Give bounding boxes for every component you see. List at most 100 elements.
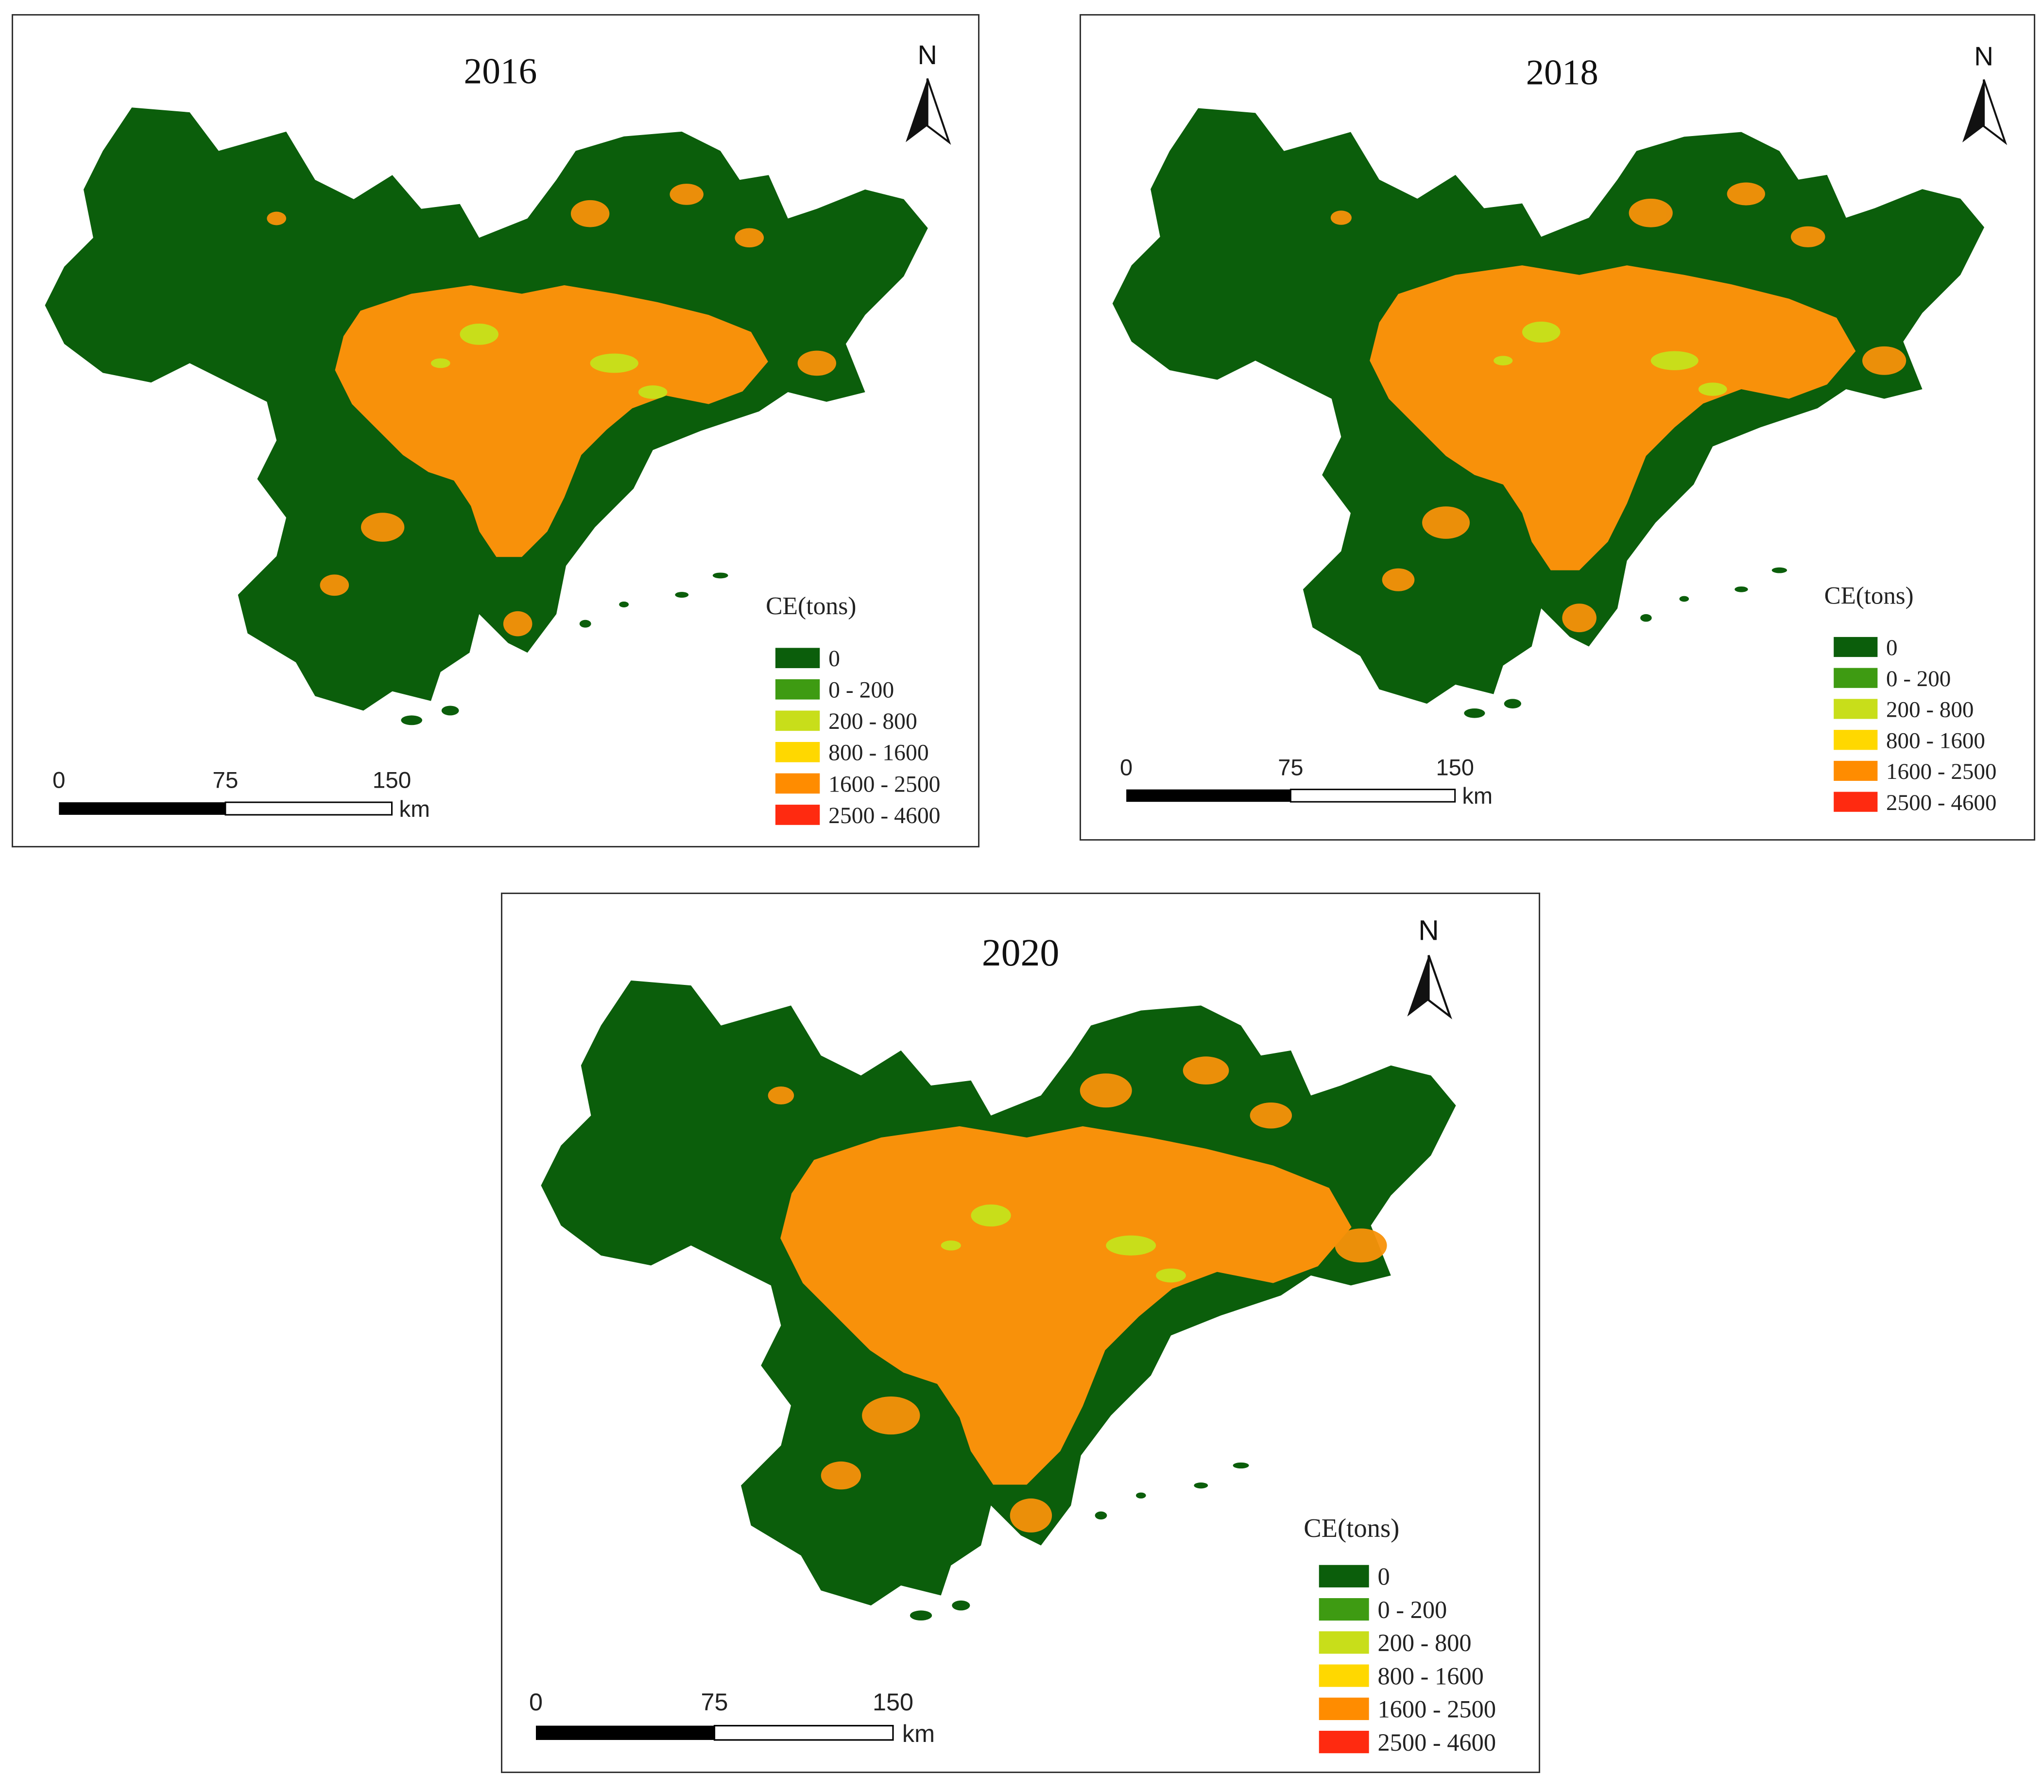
legend-item: 2500 - 4600 bbox=[1834, 790, 1996, 815]
legend-item: 200 - 800 bbox=[775, 709, 917, 734]
legend-item: 800 - 1600 bbox=[775, 741, 929, 766]
scale-tick-150: 150 bbox=[873, 1688, 913, 1716]
legend-title: CE(tons) bbox=[1824, 582, 1914, 609]
low-emission-patches bbox=[430, 324, 668, 399]
legend-item: 1600 - 2500 bbox=[775, 772, 940, 797]
legend-label-0: 0 bbox=[1378, 1563, 1390, 1590]
legend-label-1: 0 - 200 bbox=[1886, 666, 1951, 691]
legend-item: 800 - 1600 bbox=[1834, 728, 1985, 753]
urban-area bbox=[1370, 265, 1856, 570]
scale-bar: 0 75 150 km bbox=[529, 1688, 935, 1747]
legend-label-2: 200 - 800 bbox=[1886, 697, 1974, 723]
legend-item: 800 - 1600 bbox=[1319, 1662, 1484, 1689]
low-emission-patches bbox=[1494, 321, 1727, 396]
legend-swatch-3 bbox=[775, 741, 820, 762]
legend-title: CE(tons) bbox=[1304, 1513, 1399, 1543]
legend-label-3: 800 - 1600 bbox=[828, 741, 929, 766]
north-label: N bbox=[1418, 915, 1439, 947]
legend-item: 1600 - 2500 bbox=[1834, 759, 1996, 784]
legend-label-1: 0 - 200 bbox=[1378, 1596, 1447, 1623]
legend-label-3: 800 - 1600 bbox=[1378, 1662, 1484, 1689]
scale-bar: 0 75 150 km bbox=[1120, 754, 1493, 809]
legend-item: 1600 - 2500 bbox=[1319, 1696, 1496, 1723]
scale-unit: km bbox=[399, 796, 430, 822]
map-svg-2016: 2016 N bbox=[45, 40, 951, 828]
scale-tick-0: 0 bbox=[52, 767, 66, 793]
legend-label-4: 1600 - 2500 bbox=[1886, 759, 1996, 784]
map-title: 2020 bbox=[982, 931, 1060, 974]
north-arrow: N bbox=[1407, 915, 1452, 1019]
urban-area bbox=[335, 285, 768, 557]
region-map bbox=[45, 107, 928, 725]
legend-swatch-3 bbox=[1319, 1664, 1369, 1687]
legend-swatch-0 bbox=[775, 648, 820, 669]
legend-swatch-1 bbox=[775, 679, 820, 700]
scale-bar: 0 75 150 km bbox=[52, 767, 430, 822]
urban-patches bbox=[1330, 182, 1907, 633]
legend-item: 200 - 800 bbox=[1834, 697, 1974, 723]
region-map bbox=[541, 980, 1456, 1620]
legend-label-2: 200 - 800 bbox=[828, 709, 917, 734]
scale-tick-75: 75 bbox=[701, 1688, 728, 1716]
legend-label-1: 0 - 200 bbox=[828, 678, 894, 703]
legend-swatch-5 bbox=[1834, 792, 1878, 812]
map-title: 2018 bbox=[1526, 53, 1598, 93]
legend-label-4: 1600 - 2500 bbox=[1378, 1696, 1496, 1723]
scale-tick-150: 150 bbox=[373, 767, 412, 793]
north-arrow-left-half bbox=[1407, 955, 1429, 1017]
north-arrow: N bbox=[906, 40, 951, 145]
north-arrow-right-half bbox=[926, 78, 951, 145]
north-arrow-right-half bbox=[1427, 955, 1452, 1019]
north-arrow-right-half bbox=[1983, 79, 2008, 145]
legend-label-0: 0 bbox=[828, 646, 840, 672]
legend-label-4: 1600 - 2500 bbox=[828, 772, 940, 797]
legend-swatch-3 bbox=[1834, 730, 1878, 750]
scale-tick-150: 150 bbox=[1436, 754, 1474, 780]
legend-swatch-2 bbox=[1319, 1631, 1369, 1654]
legend-item: 0 - 200 bbox=[1834, 666, 1951, 691]
scale-tick-75: 75 bbox=[212, 767, 238, 793]
north-label: N bbox=[1974, 41, 1993, 71]
scale-segment-dark bbox=[59, 802, 225, 815]
islands bbox=[910, 1462, 1249, 1620]
legend-swatch-4 bbox=[1834, 760, 1878, 781]
scale-segment-dark bbox=[536, 1725, 715, 1740]
legend-item: 2500 - 4600 bbox=[1319, 1729, 1496, 1756]
legend-swatch-4 bbox=[1319, 1697, 1369, 1720]
north-arrow-left-half bbox=[1962, 79, 1984, 143]
legend-title: CE(tons) bbox=[766, 592, 856, 620]
north-arrow-left-half bbox=[906, 78, 928, 142]
urban-patches bbox=[768, 1056, 1387, 1533]
map-title: 2016 bbox=[464, 52, 537, 92]
map-svg-2020: 2020 N bbox=[529, 915, 1496, 1756]
low-emission-patches bbox=[941, 1204, 1186, 1283]
scale-unit: km bbox=[902, 1720, 935, 1747]
legend-swatch-4 bbox=[775, 773, 820, 794]
legend: CE(tons) 0 0 - 200 200 - 800 800 - 1600 … bbox=[1304, 1513, 1496, 1756]
legend-swatch-2 bbox=[775, 710, 820, 731]
legend-swatch-1 bbox=[1834, 668, 1878, 688]
legend-label-3: 800 - 1600 bbox=[1886, 728, 1985, 753]
legend: CE(tons) 0 0 - 200 200 - 800 800 - 1600 … bbox=[1824, 582, 1997, 815]
scale-segment-dark bbox=[1126, 789, 1291, 802]
map-panel-2020: 2020 N bbox=[501, 893, 1540, 1773]
legend-label-5: 2500 - 4600 bbox=[1378, 1729, 1496, 1756]
map-panel-2016: 2016 N bbox=[12, 14, 979, 847]
legend-swatch-2 bbox=[1834, 699, 1878, 719]
legend-swatch-5 bbox=[1319, 1731, 1369, 1754]
legend-item: 0 - 200 bbox=[1319, 1596, 1447, 1623]
legend-swatch-1 bbox=[1319, 1598, 1369, 1621]
scale-segment-light bbox=[713, 1724, 894, 1741]
scale-unit: km bbox=[1462, 783, 1493, 809]
scale-segment-light bbox=[1289, 789, 1456, 803]
legend-label-2: 200 - 800 bbox=[1378, 1629, 1472, 1656]
north-label: N bbox=[918, 40, 937, 70]
islands bbox=[401, 572, 728, 725]
urban-patches bbox=[267, 184, 837, 637]
scale-tick-75: 75 bbox=[1278, 754, 1303, 780]
legend-item: 0 - 200 bbox=[775, 678, 894, 703]
legend-item: 0 bbox=[775, 646, 840, 672]
legend-label-5: 2500 - 4600 bbox=[1886, 790, 1996, 815]
legend-swatch-0 bbox=[1319, 1565, 1369, 1587]
legend-label-5: 2500 - 4600 bbox=[828, 803, 940, 828]
